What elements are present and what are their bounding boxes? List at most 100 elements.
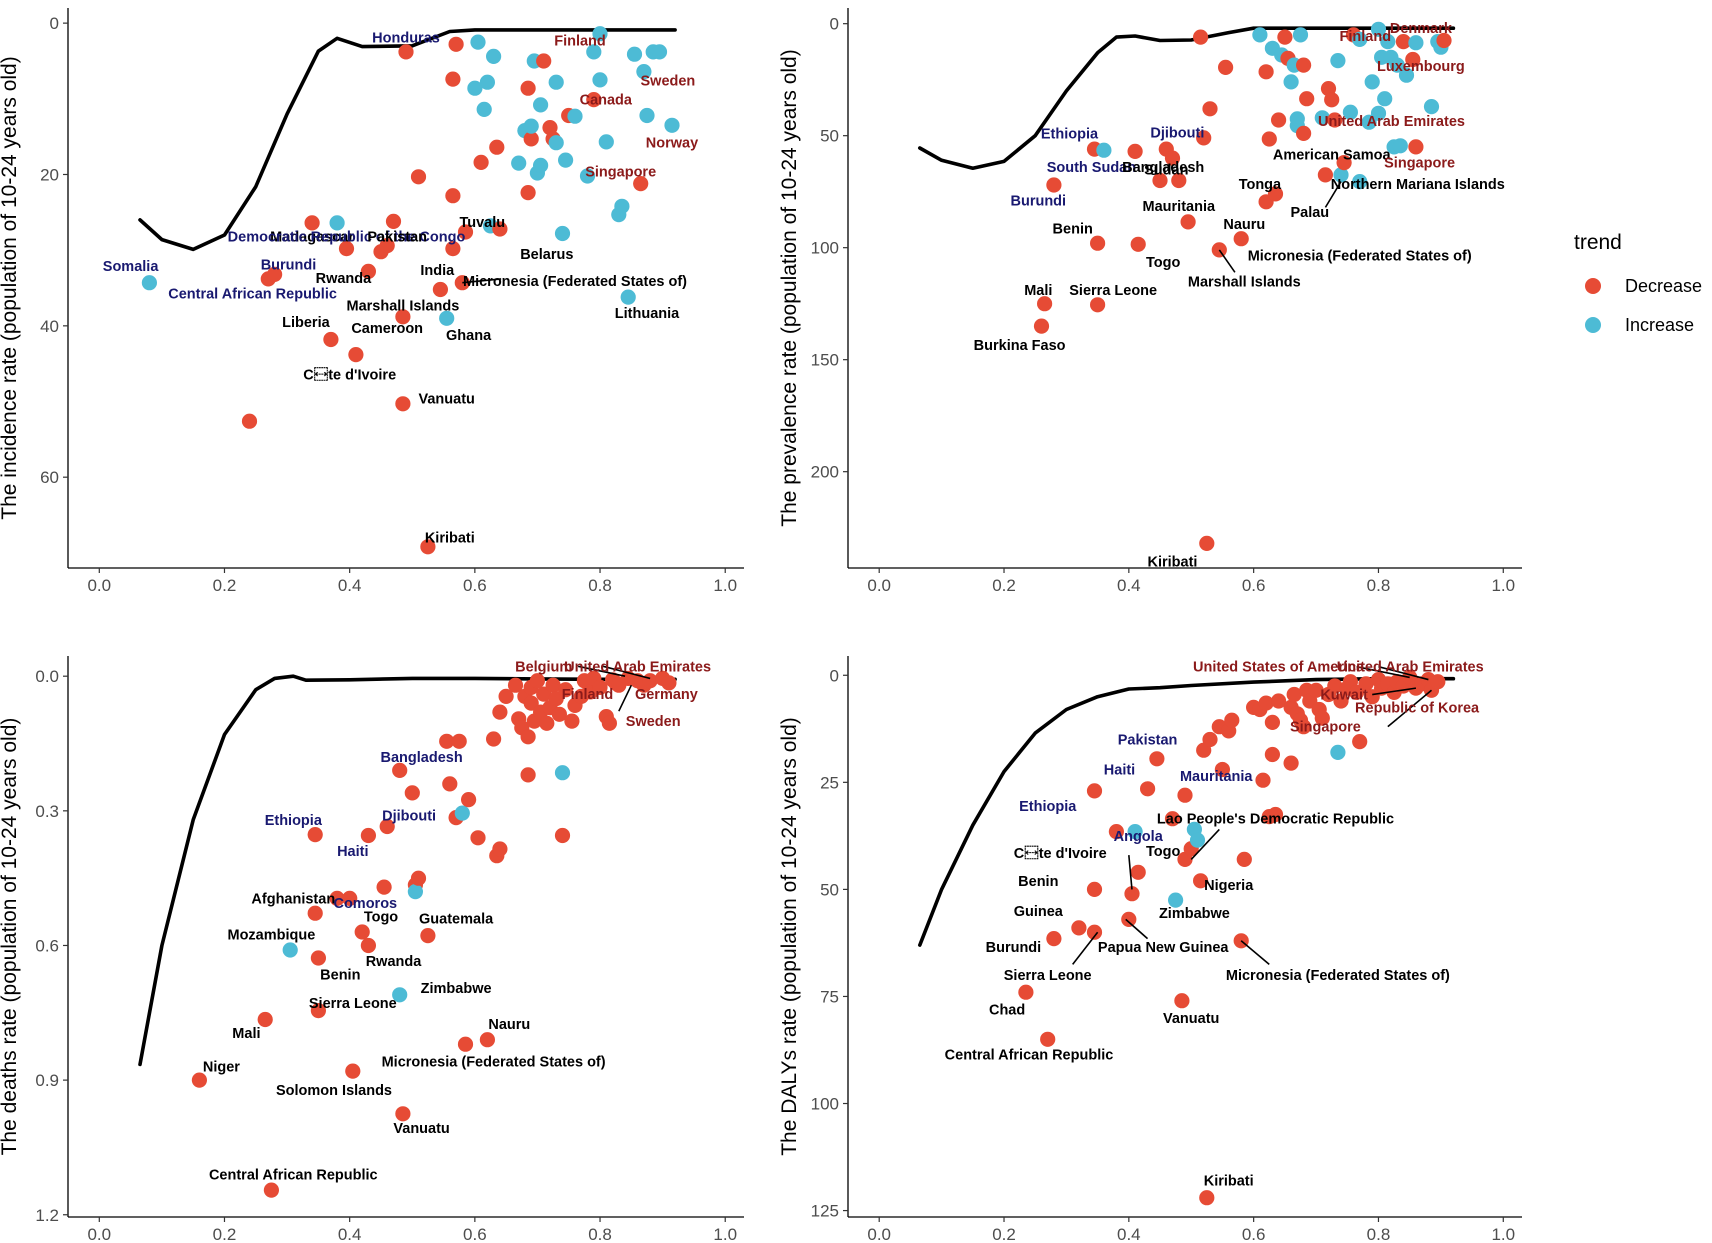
point-label: Djibouti [1150,125,1204,141]
smooth-trend-curve [138,28,677,252]
point-label: Togo [1146,844,1180,860]
point-label: Liberia [282,315,330,331]
data-point [1090,297,1106,313]
data-point [1086,783,1103,799]
y-tick-label: 0.6 [35,936,59,955]
data-point [1121,911,1137,928]
point-label: Germany [635,687,698,703]
point-label: South Sudan [1047,160,1136,176]
point-label: Sweden [641,74,696,90]
point-label: Togo [364,909,398,925]
data-point [523,695,539,711]
point-label: Kiribati [425,531,475,547]
y-tick-label: 50 [820,127,839,146]
data-point [1164,150,1181,166]
data-point [1314,110,1330,126]
data-point [329,215,345,231]
point-label: Madagascar [270,230,354,246]
data-point [338,241,355,257]
data-point [1180,214,1196,230]
data-point [558,682,574,698]
data-point [323,331,339,348]
y-tick-label: 40 [40,317,59,336]
point-label: Tuvalu [459,215,505,231]
point-label: Finland [562,687,614,703]
point-label: Cameroon [351,321,423,337]
point-label: Kuwait [1320,688,1368,704]
point-label: Kiribati [1148,554,1198,570]
x-tick-label: 0.0 [87,1225,111,1243]
data-point [592,26,608,42]
data-point [445,188,461,204]
point-label: Ethiopia [1041,126,1099,142]
data-point [1364,74,1380,90]
data-point [1177,787,1193,803]
data-point [1314,710,1330,726]
point-label: Democratic Republic of the Congo [228,230,466,246]
data-point [1423,99,1440,115]
data-point [1405,51,1421,68]
data-point [639,107,655,124]
data-point [1408,35,1424,51]
data-point [1193,873,1209,889]
label-leader-line [1372,687,1417,696]
data-point [310,1003,326,1019]
data-point [454,805,470,821]
y-tick-label: 60 [40,468,59,487]
data-point [661,675,677,691]
point-label: Micronesia (Federated States of) [382,1054,606,1070]
incidence-panel: 0.0 0.2 0.4 0.6 0.8 1.0 0 20 40 60 The incidence r… [0,8,744,595]
point-label: American Samoa [1273,148,1392,164]
data-point [498,688,514,705]
point-label: Pakistan [367,230,427,246]
data-point [586,44,602,60]
data-point [479,74,495,90]
data-point [1436,32,1452,49]
data-point [360,937,376,954]
data-point [523,131,539,147]
x-tick-label: 0.2 [992,576,1016,595]
point-label: Central African Republic [945,1047,1114,1063]
point-label: Vanuatu [1163,1011,1219,1027]
data-point [1168,892,1184,908]
data-point [467,80,483,96]
data-point [1046,177,1062,193]
label-leader-line [577,665,626,677]
data-point [1289,111,1305,127]
data-point [1330,744,1346,761]
data-point [620,289,636,305]
legend-increase-swatch [1585,317,1601,333]
data-point [310,950,326,966]
data-point [267,266,283,282]
data-point [448,36,464,52]
data-point [1127,824,1143,840]
point-label: Solomon Islands [276,1083,392,1099]
point-label: Sierra Leone [309,996,397,1012]
data-point [1327,678,1343,694]
data-point [379,818,395,835]
data-point [379,238,395,254]
data-point [1352,31,1368,47]
point-label: Micronesia (Federated States of) [1248,249,1472,265]
data-point [410,870,427,886]
point-label: Micronesia (Federated States of) [463,274,687,290]
data-point [592,679,608,696]
label-leader-line [1128,855,1133,890]
data-point [1040,1031,1056,1047]
data-point [392,987,408,1003]
data-point [1037,296,1053,312]
point-label: Palau [1290,205,1329,221]
point-label: Ethiopia [1019,799,1077,815]
dalys-panel: 0.0 0.2 0.4 0.6 0.8 1.0 0 25 50 75 100 125 The DALYs… [778,656,1522,1243]
x-tick-label: 0.0 [867,576,891,595]
x-tick-label: 1.0 [713,1225,737,1243]
point-label: Burundi [986,940,1042,956]
data-point [533,157,549,173]
point-label: Ghana [446,328,492,344]
data-point [1336,155,1352,171]
y-tick-label: 1.2 [35,1206,59,1225]
point-label: Rwanda [316,271,373,287]
data-point [445,241,461,257]
y-axis-title: The DALYs rate (population of 10-24 year… [778,717,801,1156]
data-point [1395,34,1411,50]
